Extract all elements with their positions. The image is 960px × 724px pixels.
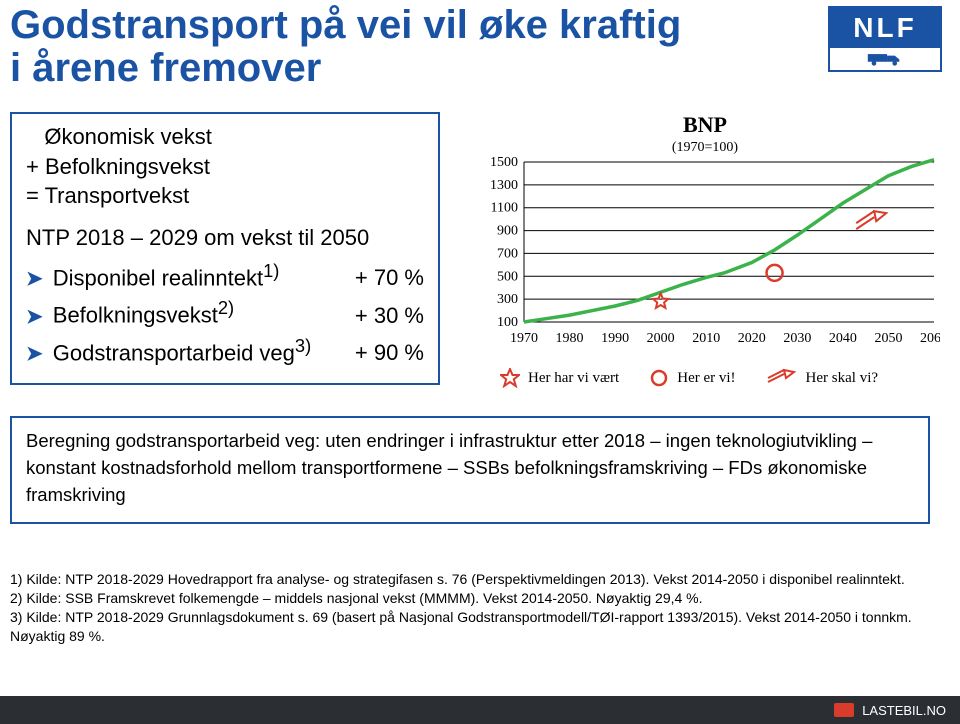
chart-svg: 1500 1300 1100 900 700 500 300 1001970 1980 1990 2… [470,156,940,346]
page-title: Godstransport på vei vil øke kraftig i å… [10,4,770,90]
svg-text:700: 700 [497,246,518,261]
svg-text:2030: 2030 [783,331,811,346]
chart-subtitle: (1970=100) [470,140,940,156]
chart-title: BNP [470,112,940,138]
chevron-icon: ➤ [26,302,43,332]
svg-text:2040: 2040 [829,331,857,346]
left-info-box: Økonomisk vekst + Befolkningsvekst = Tra… [10,112,440,385]
footnote-2: 2) Kilde: SSB Framskrevet folkemengde – … [10,589,930,608]
svg-text:1300: 1300 [490,178,518,193]
legend-item-future: Her skal vi? [766,368,878,388]
arrow-icon [766,368,798,388]
equation-line-1: Økonomisk vekst [26,122,424,152]
star-icon [500,368,520,388]
logo-text: NLF [828,6,942,48]
svg-text:2020: 2020 [738,331,766,346]
logo-truck-icon [828,48,942,72]
svg-text:100: 100 [497,315,518,330]
svg-text:900: 900 [497,224,518,239]
svg-text:500: 500 [497,269,518,284]
svg-text:1980: 1980 [556,331,584,346]
footnote-3: 3) Kilde: NTP 2018-2029 Grunnlagsdokumen… [10,608,930,646]
svg-text:1970: 1970 [510,331,538,346]
footer-logo-icon [834,703,854,717]
equation-line-3: = Transportvekst [26,181,424,211]
footer-bar: LASTEBIL.NO [0,696,960,724]
svg-text:2050: 2050 [874,331,902,346]
bnp-chart: BNP (1970=100) 1500130011009007005003001… [470,112,940,364]
svg-text:1500: 1500 [490,156,518,170]
footnotes: 1) Kilde: NTP 2018-2029 Hovedrapport fra… [10,570,930,646]
circle-icon [649,368,669,388]
svg-text:2060: 2060 [920,331,940,346]
footer-text: LASTEBIL.NO [862,703,946,718]
chart-legend: Her har vi vært Her er vi! Her skal vi? [500,368,940,388]
nlf-logo: NLF [828,6,942,72]
footnote-1: 1) Kilde: NTP 2018-2029 Hovedrapport fra… [10,570,930,589]
svg-text:2010: 2010 [692,331,720,346]
calculation-note-box: Beregning godstransportarbeid veg: uten … [10,416,930,524]
list-item: ➤ Godstransportarbeid veg3) + 90 % [26,332,424,369]
legend-item-now: Her er vi! [649,368,735,388]
svg-text:2000: 2000 [647,331,675,346]
calculation-note: Beregning godstransportarbeid veg: uten … [26,428,914,508]
svg-text:300: 300 [497,292,518,307]
chevron-icon: ➤ [26,339,43,369]
svg-text:1100: 1100 [491,201,518,216]
svg-text:1990: 1990 [601,331,629,346]
list-item: ➤ Disponibel realinntekt1) + 70 % [26,257,424,294]
legend-item-past: Her har vi vært [500,368,619,388]
ntp-heading: NTP 2018 – 2029 om vekst til 2050 [26,225,424,251]
title-line-2: i årene fremover [10,46,321,90]
equation-line-2: + Befolkningsvekst [26,152,424,182]
chevron-icon: ➤ [26,264,43,294]
list-item: ➤ Befolkningsvekst2) + 30 % [26,294,424,331]
growth-list: ➤ Disponibel realinntekt1) + 70 % ➤ Befo… [26,257,424,369]
title-line-1: Godstransport på vei vil øke kraftig [10,3,681,47]
